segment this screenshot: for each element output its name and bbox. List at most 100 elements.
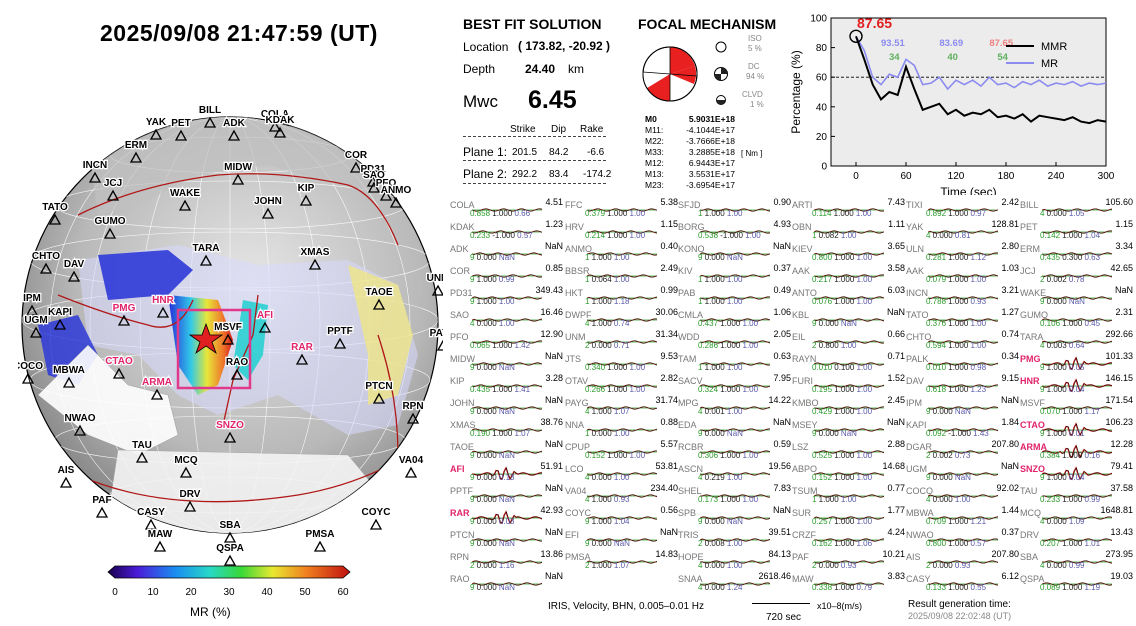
station-triangle-icon[interactable]: [103, 227, 117, 239]
station-triangle-icon[interactable]: [203, 116, 217, 128]
station-triangle-icon[interactable]: [230, 368, 244, 380]
station-triangle-icon[interactable]: [150, 388, 164, 400]
waveform-cell[interactable]: SAO 16.46 4 0.000 1.00: [450, 307, 565, 329]
waveform-cell[interactable]: RAO NaN 9 0.000 NaN: [450, 571, 565, 593]
waveform-cell[interactable]: YAK 128.81 4 0.000 0.81: [906, 219, 1021, 241]
waveform-cell[interactable]: OTAV 2.82 0.266 1.000 1.00: [565, 373, 680, 395]
waveform-cell[interactable]: ERM 3.34 0.435 0.300 0.63: [1020, 241, 1135, 263]
station-triangle-icon[interactable]: [261, 207, 275, 219]
station-triangle-icon[interactable]: [174, 129, 188, 141]
waveform-cell[interactable]: FURI 1.52 0.195 1.000 1.00: [792, 373, 907, 395]
station-triangle-icon[interactable]: [117, 314, 131, 326]
waveform-cell[interactable]: AAK 1.03 0.079 1.000 1.00: [906, 263, 1021, 285]
station-triangle-icon[interactable]: [95, 506, 109, 518]
waveform-cell[interactable]: MCQ 1648.81 4 0.000 1.09: [1020, 505, 1135, 527]
waveform-cell[interactable]: RAYN 0.71 0.010 0.100 1.00: [792, 351, 907, 373]
waveform-cell[interactable]: ARMA 12.28 0.384 1.000 0.16: [1020, 439, 1135, 461]
waveform-cell[interactable]: ASCN 19.56 4 0.219 1.00: [678, 461, 793, 483]
waveform-cell[interactable]: KBL NaN 9 0.000 NaN: [792, 307, 907, 329]
station-triangle-icon[interactable]: [349, 161, 363, 173]
station-triangle-icon[interactable]: [156, 306, 170, 318]
station-triangle-icon[interactable]: [379, 189, 393, 201]
waveform-cell[interactable]: PAYG 31.74 4 1.000 1.07: [565, 395, 680, 417]
station-triangle-icon[interactable]: [406, 412, 420, 424]
station-triangle-icon[interactable]: [227, 129, 241, 141]
station-triangle-icon[interactable]: [21, 372, 35, 384]
waveform-cell[interactable]: CASY 6.12 0.133 1.000 0.55: [906, 571, 1021, 593]
station-triangle-icon[interactable]: [372, 298, 386, 310]
waveform-cell[interactable]: TATO 1.27 0.376 1.000 1.00: [906, 307, 1021, 329]
waveform-cell[interactable]: KAPI 1.84 0.092 -1.000 1.43: [906, 417, 1021, 439]
waveform-cell[interactable]: UNM 31.34 2 0.000 0.71: [565, 329, 680, 351]
station-triangle-icon[interactable]: [39, 262, 53, 274]
waveform-cell[interactable]: PFO 12.90 0.065 1.000 1.42: [450, 329, 565, 351]
waveform-cell[interactable]: CRZF 4.24 0.162 1.000 1.06: [792, 527, 907, 549]
waveform-cell[interactable]: HNR 146.15 9 1.000 0.04: [1020, 373, 1135, 395]
waveform-cell[interactable]: NWAO 0.37 0.800 1.000 0.57: [906, 527, 1021, 549]
station-triangle-icon[interactable]: [369, 518, 383, 530]
station-triangle-icon[interactable]: [299, 194, 313, 206]
station-triangle-icon[interactable]: [295, 353, 309, 365]
waveform-cell[interactable]: COLA 4.51 0.858 1.000 0.66: [450, 197, 565, 219]
waveform-cell[interactable]: EIL 0.66 2 0.800 1.00: [792, 329, 907, 351]
waveform-cell[interactable]: SACV 7.95 0.324 1.000 1.00: [678, 373, 793, 395]
waveform-cell[interactable]: SFJD 0.90 1 1.000 1.00: [678, 197, 793, 219]
waveform-cell[interactable]: MAW 3.83 0.338 1.000 0.79: [792, 571, 907, 593]
waveform-cell[interactable]: EFI NaN 9 0.000 NaN: [565, 527, 680, 549]
station-triangle-icon[interactable]: [436, 339, 443, 351]
waveform-cell[interactable]: FFC 5.38 0.379 1.000 1.00: [565, 197, 680, 219]
waveform-cell[interactable]: CPUP 5.57 0.152 1.000 1.00: [565, 439, 680, 461]
waveform-cell[interactable]: DAV 9.15 0.618 1.000 1.23: [906, 373, 1021, 395]
station-triangle-icon[interactable]: [333, 337, 347, 349]
waveform-cell[interactable]: AIS 207.80 2 0.000 0.93: [906, 549, 1021, 571]
waveform-cell[interactable]: JOHN NaN 9 0.000 NaN: [450, 395, 565, 417]
waveform-cell[interactable]: UGM NaN 9 0.000 NaN: [906, 461, 1021, 483]
waveform-cell[interactable]: PALK 0.34 0.010 1.000 0.98: [906, 351, 1021, 373]
station-triangle-icon[interactable]: [183, 500, 197, 512]
waveform-cell[interactable]: WDD 2.05 0.286 1.000 1.00: [678, 329, 793, 351]
waveform-cell[interactable]: SBA 273.95 4 0.000 0.99: [1020, 549, 1135, 571]
waveform-cell[interactable]: PMSA 14.83 2 1.000 1.07: [565, 549, 680, 571]
waveform-cell[interactable]: KONO NaN 9 0.000 NaN: [678, 241, 793, 263]
waveform-cell[interactable]: KIV 0.37 1 1.000 1.00: [678, 263, 793, 285]
station-triangle-icon[interactable]: [153, 540, 167, 552]
waveform-cell[interactable]: HRV 1.15 0.214 1.000 1.00: [565, 219, 680, 241]
station-triangle-icon[interactable]: [62, 376, 76, 388]
station-triangle-icon[interactable]: [221, 333, 235, 345]
waveform-cell[interactable]: KIP 3.28 0.435 1.000 1.41: [450, 373, 565, 395]
station-triangle-icon[interactable]: [367, 181, 381, 193]
waveform-cell[interactable]: TAOE NaN 9 0.000 NaN: [450, 439, 565, 461]
waveform-cell[interactable]: LCO 53.81 4 0.000 1.00: [565, 461, 680, 483]
station-triangle-icon[interactable]: [48, 213, 62, 225]
waveform-cell[interactable]: ADK NaN 9 0.000 NaN: [450, 241, 565, 263]
waveform-cell[interactable]: CMLA 1.06 0.437 1.000 1.00: [678, 307, 793, 329]
station-triangle-icon[interactable]: [59, 476, 73, 488]
waveform-cell[interactable]: ANMO 0.40 1 1.000 1.00: [565, 241, 680, 263]
station-triangle-icon[interactable]: [129, 151, 143, 163]
waveform-cell[interactable]: SNZO 79.41 9 1.000 0.04: [1020, 461, 1135, 483]
waveform-cell[interactable]: SPB NaN 9 0.000 NaN: [678, 505, 793, 527]
waveform-cell[interactable]: RCBR 0.59 0.306 1.000 1.00: [678, 439, 793, 461]
epicenter-star-icon[interactable]: [188, 322, 224, 355]
station-triangle-icon[interactable]: [273, 126, 287, 138]
waveform-cell[interactable]: SUR 1.77 0.257 1.000 1.00: [792, 505, 907, 527]
waveform-cell[interactable]: ANTO 6.03 0.076 1.000 1.00: [792, 285, 907, 307]
waveform-cell[interactable]: VA04 234.40 4 1.000 0.93: [565, 483, 680, 505]
station-triangle-icon[interactable]: [135, 451, 149, 463]
waveform-cell[interactable]: COR 0.85 9 1.000 0.99: [450, 263, 565, 285]
station-triangle-icon[interactable]: [88, 171, 102, 183]
waveform-cell[interactable]: TRIS 39.51 2 0.008 1.00: [678, 527, 793, 549]
station-triangle-icon[interactable]: [258, 321, 272, 333]
waveform-cell[interactable]: OBN 1.11 1 0.082 1.00: [792, 219, 907, 241]
waveform-cell[interactable]: PMG 101.33 9 1.000 0.05: [1020, 351, 1135, 373]
waveform-cell[interactable]: NNA 0.88 1 0.000 1.00: [565, 417, 680, 439]
waveform-cell[interactable]: QSPA 19.03 0.089 1.000 1.19: [1020, 571, 1135, 593]
globe-map[interactable]: BILL COLA YAK PET ADK KDAK ERM COR PD31 INCN MIDW S…: [18, 95, 443, 605]
waveform-cell[interactable]: ULN 2.80 0.281 1.000 1.12: [906, 241, 1021, 263]
waveform-cell[interactable]: GUMO 2.31 0.106 1.000 0.45: [1020, 307, 1135, 329]
station-triangle-icon[interactable]: [231, 173, 245, 185]
station-triangle-icon[interactable]: [372, 392, 386, 404]
waveform-cell[interactable]: PET 1.15 0.142 1.000 1.04: [1020, 219, 1135, 241]
station-triangle-icon[interactable]: [404, 466, 418, 478]
waveform-cell[interactable]: BBSR 2.49 1 0.064 1.00: [565, 263, 680, 285]
